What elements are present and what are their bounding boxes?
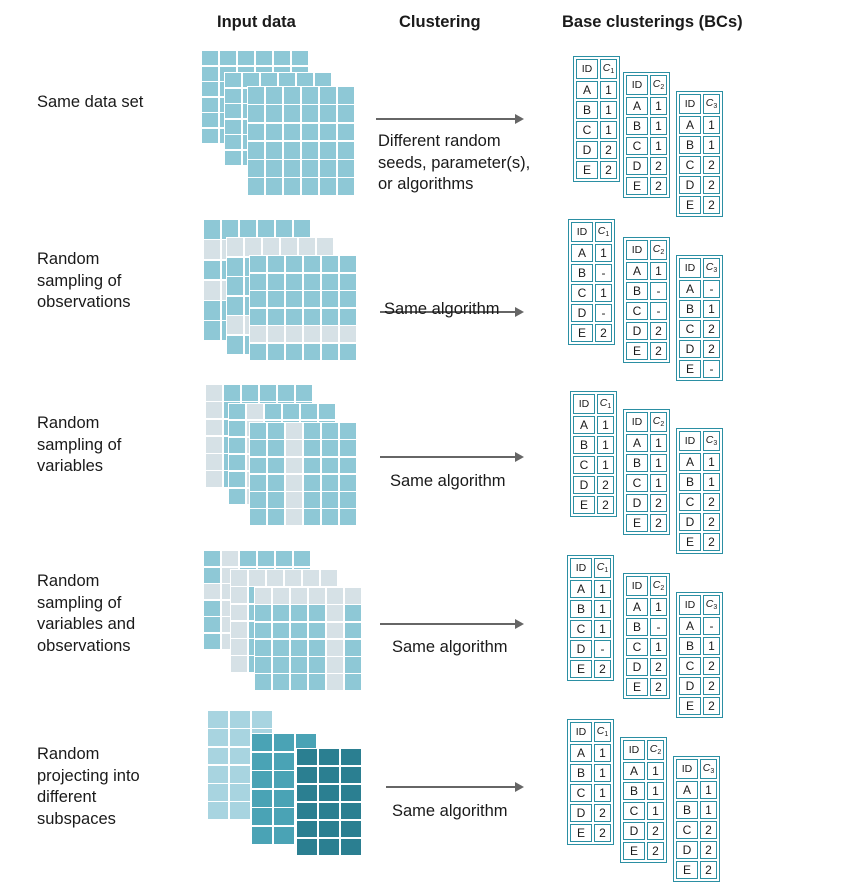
row-label: Random sampling of variables and observa… xyxy=(37,572,136,655)
base-clustering-table: ID C1 A 1 B 1 C 1 D 2 E 2 xyxy=(570,391,617,517)
base-clustering-table: ID C2 A 1 B 1 C 1 D 2 E 2 xyxy=(620,737,667,863)
data-matrix-layer xyxy=(247,86,355,196)
clustering-method-label: Same algorithm xyxy=(392,638,508,656)
base-clustering-table: ID C2 A 1 B - C 1 D 2 E 2 xyxy=(623,573,670,699)
header-input-data: Input data xyxy=(217,13,296,31)
clustering-method-label: Different random seeds, parameter(s), or… xyxy=(378,132,531,193)
data-matrix-layer xyxy=(254,587,362,691)
row-label: Random sampling of observations xyxy=(37,250,131,311)
base-clustering-table: ID C3 A 1 B 1 C 2 D 2 E 2 xyxy=(676,91,723,217)
flow-arrow xyxy=(380,307,524,317)
data-matrix-layer xyxy=(296,748,362,856)
flow-arrow xyxy=(386,782,524,792)
base-clustering-table: ID C1 A 1 B 1 C 1 D 2 E 2 xyxy=(567,719,614,845)
row-label: Random sampling of variables xyxy=(37,414,122,475)
row-label: Same data set xyxy=(37,93,144,111)
data-matrix-layer xyxy=(249,422,357,526)
base-clustering-table: ID C1 A 1 B - C 1 D - E 2 xyxy=(568,219,615,345)
flow-arrow xyxy=(376,114,524,124)
base-clustering-table: ID C2 A 1 B - C - D 2 E 2 xyxy=(623,237,670,363)
flow-arrow xyxy=(380,619,524,629)
clustering-method-label: Same algorithm xyxy=(390,472,506,490)
base-clustering-table: ID C3 A 1 B 1 C 2 D 2 E 2 xyxy=(676,428,723,554)
base-clustering-table: ID C3 A 1 B 1 C 2 D 2 E 2 xyxy=(673,756,720,882)
base-clustering-table: ID C2 A 1 B 1 C 1 D 2 E 2 xyxy=(623,409,670,535)
header-clustering: Clustering xyxy=(399,13,481,31)
base-clustering-table: ID C3 A - B 1 C 2 D 2 E - xyxy=(676,255,723,381)
header-base-clusterings: Base clusterings (BCs) xyxy=(562,13,743,31)
base-clustering-table: ID C2 A 1 B 1 C 1 D 2 E 2 xyxy=(623,72,670,198)
data-matrix-layer xyxy=(249,255,357,361)
base-clustering-table: ID C1 A 1 B 1 C 1 D 2 E 2 xyxy=(573,56,620,182)
base-clustering-table: ID C1 A 1 B 1 C 1 D - E 2 xyxy=(567,555,614,681)
base-clustering-table: ID C3 A - B 1 C 2 D 2 E 2 xyxy=(676,592,723,718)
flow-arrow xyxy=(380,452,524,462)
row-label: Random projecting into different subspac… xyxy=(37,745,140,828)
clustering-method-label: Same algorithm xyxy=(392,802,508,820)
clustering-method-label: Same algorithm xyxy=(384,300,500,318)
